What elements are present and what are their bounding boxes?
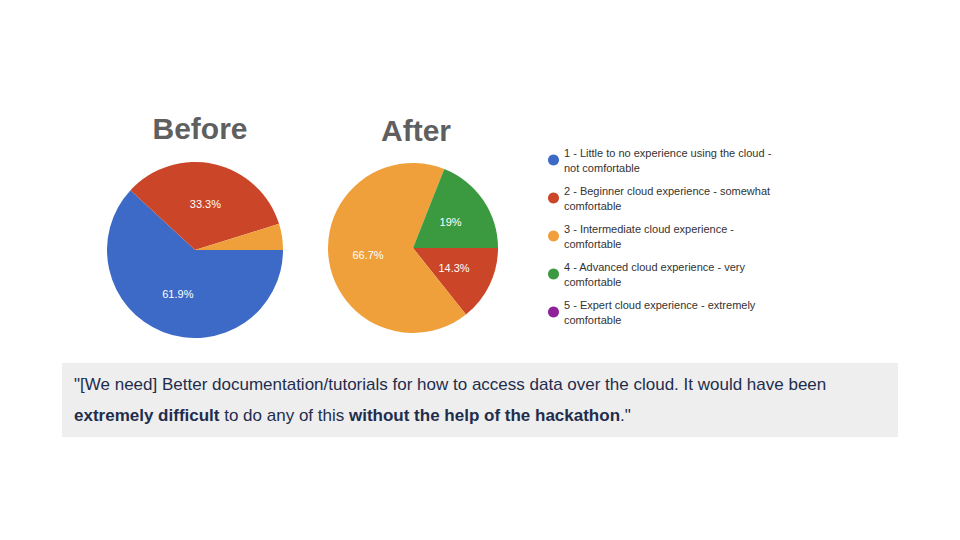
svg-text:comfortable: comfortable xyxy=(564,314,621,326)
svg-text:After: After xyxy=(381,114,451,147)
svg-text:61.9%: 61.9% xyxy=(162,288,193,300)
svg-text:5 - Expert cloud experience -: 5 - Expert cloud experience - extremely xyxy=(564,299,758,311)
svg-text:19%: 19% xyxy=(440,216,462,228)
svg-text:1 - Little to no experience us: 1 - Little to no experience using the cl… xyxy=(564,147,774,159)
svg-text:comfortable: comfortable xyxy=(564,238,621,250)
svg-text:comfortable: comfortable xyxy=(564,276,621,288)
svg-text:2 - Beginner cloud experience: 2 - Beginner cloud experience - somewhat xyxy=(564,185,773,197)
svg-text:4 - Advanced cloud experience: 4 - Advanced cloud experience - very xyxy=(564,261,748,273)
svg-text:14.3%: 14.3% xyxy=(438,262,469,274)
html-text:"[We need] Better documentatio: "[We need] Better documentation/tutorial… xyxy=(74,375,827,394)
svg-text:33.3%: 33.3% xyxy=(190,198,221,210)
html-text:extremely difficult to do any: extremely difficult to do any of this wi… xyxy=(74,406,631,425)
svg-text:3 - Intermediate cloud experie: 3 - Intermediate cloud experience - xyxy=(564,223,737,235)
svg-text:66.7%: 66.7% xyxy=(352,249,383,261)
svg-text:Before: Before xyxy=(152,112,247,145)
svg-text:not comfortable: not comfortable xyxy=(564,162,640,174)
svg-text:comfortable: comfortable xyxy=(564,200,621,212)
